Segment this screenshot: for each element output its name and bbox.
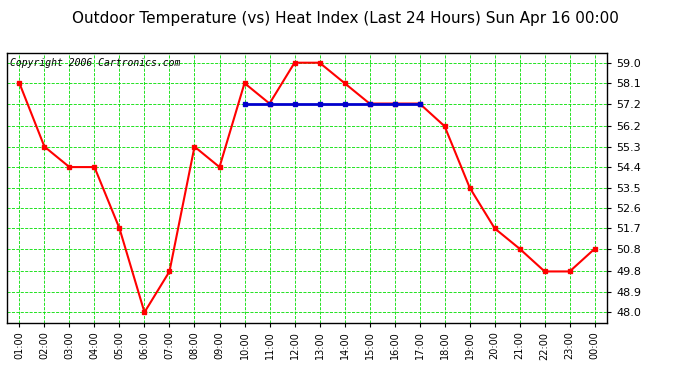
- Text: Copyright 2006 Cartronics.com: Copyright 2006 Cartronics.com: [10, 58, 180, 68]
- Text: Outdoor Temperature (vs) Heat Index (Last 24 Hours) Sun Apr 16 00:00: Outdoor Temperature (vs) Heat Index (Las…: [72, 11, 618, 26]
